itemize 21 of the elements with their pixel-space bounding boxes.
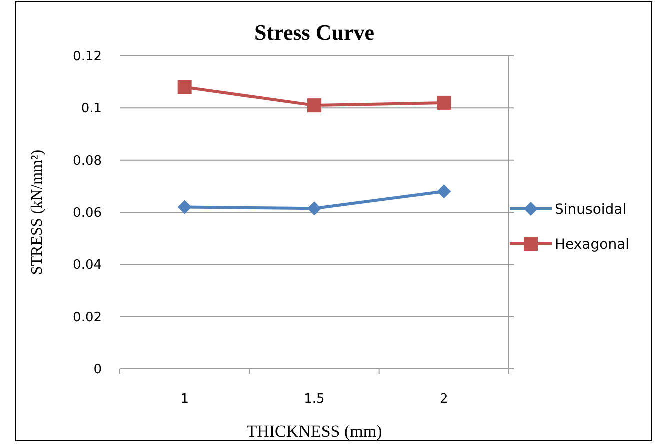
y-tick-label: 0.02 — [73, 310, 102, 326]
y-tick-label: 0.06 — [73, 206, 102, 222]
point — [178, 80, 192, 94]
point — [308, 98, 322, 113]
legend-label: Sinusoidal — [555, 202, 627, 218]
point — [178, 200, 192, 214]
point — [437, 96, 452, 110]
x-tick-label: 2 — [440, 392, 448, 407]
legend-label: Hexagonal — [555, 236, 630, 253]
point — [437, 184, 452, 199]
x-axis-title: THICKNESS (mm) — [246, 422, 382, 441]
x-tick-label: 1 — [180, 392, 189, 407]
y-tick-label: 0.04 — [73, 258, 102, 274]
y-tick-label: 0.08 — [73, 154, 102, 169]
chart-title: Stress Curve — [254, 20, 375, 45]
point — [308, 202, 322, 216]
y-axis-title: STRESS (kN/mm²) — [29, 150, 46, 276]
y-tick-label: 0 — [94, 362, 102, 378]
y-tick-label: 0.12 — [73, 50, 102, 65]
y-tick-label: 0.1 — [81, 102, 102, 117]
x-tick-label: 1.5 — [304, 392, 325, 407]
